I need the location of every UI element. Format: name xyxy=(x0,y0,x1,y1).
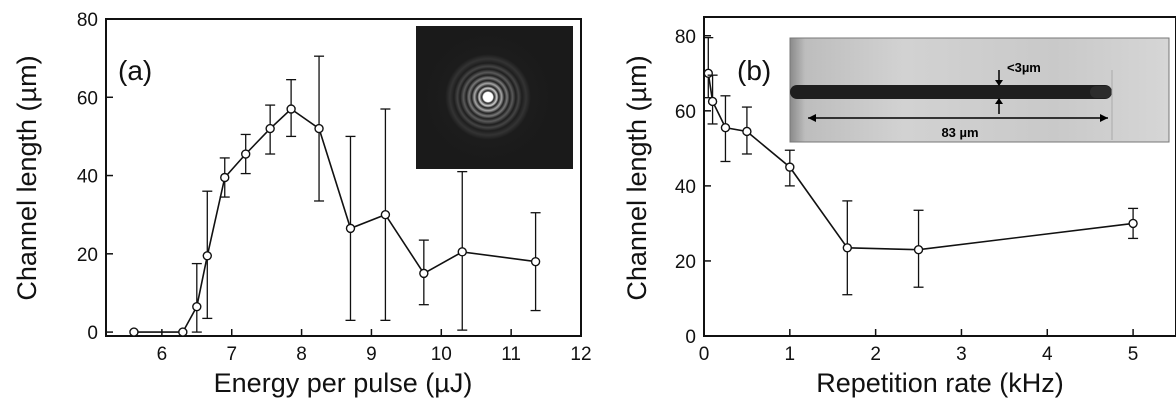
length-arrow-left-head xyxy=(808,114,816,122)
panel-b-xtick-label: 3 xyxy=(956,344,967,365)
panel-a-data-point xyxy=(314,123,324,134)
panel-b-ytick-label: 40 xyxy=(675,177,696,198)
width-annotation: <3µm xyxy=(1007,60,1041,75)
panel-a-label: (a) xyxy=(118,55,152,86)
panel-a-xtick-label: 11 xyxy=(501,344,521,365)
panel-b-data-point xyxy=(703,68,713,78)
length-annotation: 83 µm xyxy=(941,125,978,140)
panel-b-ticks: 0 1 2 3 4 5 0 20 40 60 80 xyxy=(675,27,1139,365)
panel-b-data-point xyxy=(785,162,795,172)
panel-b-xtick-label: 4 xyxy=(1042,344,1053,365)
panel-a-series xyxy=(129,55,541,337)
panel-b-data-point xyxy=(707,96,718,107)
panel-a-inset xyxy=(416,26,573,169)
panel-b-frame xyxy=(703,16,1176,337)
panel-b-data-point xyxy=(720,123,731,133)
panel-b-label: (b) xyxy=(737,55,771,86)
width-arrow-bottom-head xyxy=(995,98,1003,104)
panel-b-inset: <3µm 83 µm xyxy=(789,37,1170,143)
panel-b-data-point xyxy=(1128,218,1138,229)
panel-b-data-point xyxy=(842,243,853,253)
panel-a-xtick-label: 9 xyxy=(366,344,377,365)
panel-a-data-point xyxy=(457,247,467,257)
panel-a-ytick-label: 0 xyxy=(87,323,98,344)
panel-b-ytick-label: 80 xyxy=(675,27,696,48)
panel-b-ytick-label: 60 xyxy=(675,102,696,123)
channel-image xyxy=(790,85,1112,99)
width-arrow-top-head xyxy=(995,80,1003,86)
diffraction-rings xyxy=(420,29,556,165)
panel-b-xlabel: Repetition rate (kHz) xyxy=(816,368,1064,398)
panel-a-data-point xyxy=(419,268,429,279)
panel-a-data-point xyxy=(286,104,296,114)
panel-b-xtick-label: 0 xyxy=(699,344,710,365)
panel-a-data-point xyxy=(241,149,251,159)
panel-a-series-line xyxy=(133,107,536,333)
panel-b-series xyxy=(703,36,1139,296)
panel-a-data-point xyxy=(129,327,139,337)
panel-a-data-point xyxy=(265,123,275,134)
panel-a-data-point xyxy=(345,223,356,234)
panel-a-xtick-label: 12 xyxy=(570,344,591,365)
channel-tip xyxy=(1090,86,1112,98)
panel-b-xtick-label: 1 xyxy=(785,344,796,365)
panel-b-ylabel: Channel length (µm) xyxy=(622,55,652,300)
panel-a-data-point xyxy=(220,172,230,183)
panel-b-series-line xyxy=(707,73,1134,251)
panel-a-ticks: 6 7 8 9 10 11 12 0 20 40 60 80 xyxy=(77,10,592,365)
panel-a-ytick-label: 60 xyxy=(77,88,98,109)
panel-a-ytick-label: 80 xyxy=(77,10,98,31)
panel-a-frame xyxy=(105,18,582,337)
panel-a-xlabel: Energy per pulse (µJ) xyxy=(214,368,473,398)
panel-b-ytick-label: 0 xyxy=(685,327,696,348)
panel-b-ytick-label: 20 xyxy=(675,252,696,273)
panel-a-xtick-label: 8 xyxy=(296,344,307,365)
panel-b-data-point xyxy=(913,244,924,255)
panel-a-xtick-label: 10 xyxy=(431,344,452,365)
panel-a-data-point xyxy=(202,251,212,261)
panel-a-ytick-label: 20 xyxy=(77,245,98,266)
panel-b: 0 1 2 3 4 5 0 20 40 60 80 <3µm 83 µm (b) Repetitio… xyxy=(622,16,1176,398)
panel-a-xtick-label: 7 xyxy=(226,344,237,365)
panel-a: 6 7 8 9 10 11 12 0 20 40 60 80 (a) Energy per pulse… xyxy=(12,10,592,398)
panel-a-xtick-label: 6 xyxy=(157,344,168,365)
panel-b-xtick-label: 5 xyxy=(1128,344,1139,365)
panel-a-data-point xyxy=(530,256,541,267)
panel-a-data-point xyxy=(178,327,188,337)
panel-b-xtick-label: 2 xyxy=(870,344,881,365)
length-arrow-right-head xyxy=(1100,114,1108,122)
panel-a-data-point xyxy=(192,301,202,312)
panel-a-data-point xyxy=(380,209,391,220)
panel-b-data-point xyxy=(742,126,752,137)
panel-a-ylabel: Channel length (µm) xyxy=(12,55,42,300)
panel-a-ytick-label: 40 xyxy=(77,167,98,188)
